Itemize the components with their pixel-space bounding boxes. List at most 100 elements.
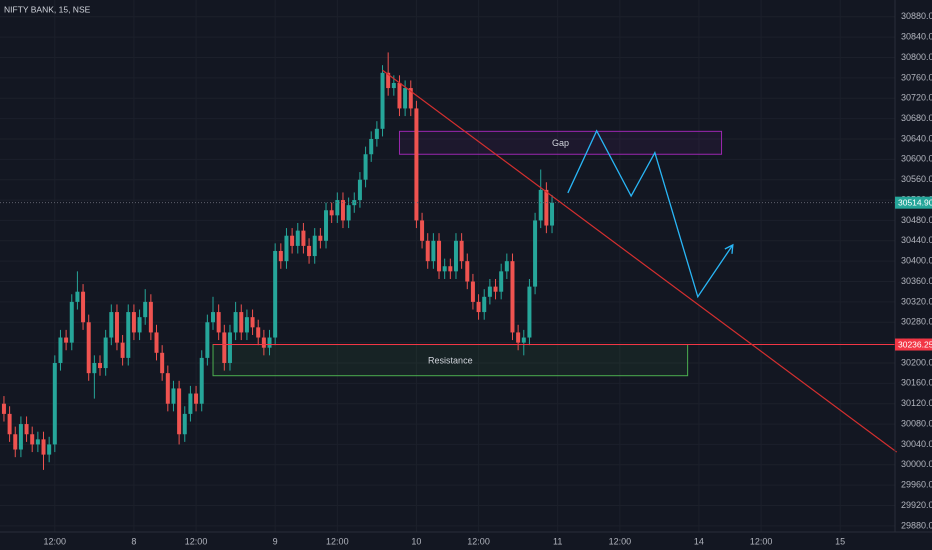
candle-body: [199, 357, 204, 404]
candle-body: [1, 403, 6, 414]
zone: [212, 344, 689, 377]
y-tick-label: 30080.00: [901, 418, 932, 428]
candle-body: [504, 261, 509, 272]
zone: [398, 130, 723, 155]
candle-body: [516, 332, 521, 343]
candle-body: [261, 337, 266, 348]
candle-body: [527, 286, 532, 338]
candle-body: [30, 434, 35, 445]
candle-body: [160, 352, 165, 374]
x-tick-label: 14: [694, 536, 704, 546]
candle-body: [431, 240, 436, 262]
candle-body: [154, 332, 159, 353]
candle-body: [256, 327, 261, 338]
candle-body: [64, 337, 69, 343]
candle-body: [182, 413, 187, 435]
candle-body: [52, 362, 57, 445]
candle-body: [278, 250, 283, 262]
candle-body: [482, 296, 487, 313]
x-tick-label: 12:00: [609, 536, 632, 546]
candle-body: [216, 312, 221, 333]
candle-body: [374, 128, 379, 139]
candle-body: [250, 317, 255, 328]
candle-body: [295, 230, 300, 246]
candle-body: [131, 312, 136, 333]
trendline: [382, 69, 898, 453]
candle-body: [476, 301, 481, 313]
candle-body: [273, 250, 278, 338]
candle-body: [267, 337, 272, 348]
candle-body: [437, 240, 442, 272]
y-tick-label: 30160.00: [901, 378, 932, 388]
candle-body: [357, 179, 362, 201]
y-tick-label: 29920.00: [901, 500, 932, 510]
candle-body: [470, 281, 475, 302]
candle-body: [171, 388, 176, 404]
y-tick-label: 30560.00: [901, 174, 932, 184]
candle-body: [487, 286, 492, 297]
y-tick-label: 29880.00: [901, 520, 932, 530]
price-tag: [895, 338, 932, 351]
candle-body: [120, 342, 125, 358]
candle-body: [499, 271, 504, 292]
zone-label: Gap: [552, 138, 569, 148]
candle-body: [13, 434, 18, 450]
candle-body: [35, 439, 40, 445]
candle-body: [92, 362, 97, 374]
candle-body: [544, 189, 549, 226]
y-tick-label: 30320.00: [901, 296, 932, 306]
candle-body: [109, 312, 114, 338]
candle-body: [290, 235, 295, 246]
y-tick-label: 30040.00: [901, 439, 932, 449]
candle-body: [284, 235, 289, 262]
axes: 29880.00 29920.00 29960.00 30000.00 30040.00…: [44, 11, 932, 546]
x-tick-label: 9: [273, 536, 278, 546]
candle-body: [239, 312, 244, 333]
y-tick-label: 30840.00: [901, 32, 932, 42]
x-tick-label: 12:00: [326, 536, 349, 546]
candle-body: [24, 424, 29, 435]
candle-body: [126, 312, 131, 358]
projection-arrowhead: [724, 243, 734, 254]
candle-body: [307, 245, 312, 257]
zone-label: Resistance: [428, 355, 473, 365]
y-tick-label: 30480.00: [901, 215, 932, 225]
candle-body: [222, 332, 227, 363]
candle-body: [403, 88, 408, 109]
x-tick-label: 12:00: [44, 536, 67, 546]
candle-body: [420, 220, 425, 241]
candle-body: [194, 393, 199, 404]
candle-body: [493, 286, 498, 292]
candle-body: [453, 240, 458, 272]
y-tick-label: 30200.00: [901, 357, 932, 367]
y-tick-label: 30600.00: [901, 154, 932, 164]
y-tick-label: 30120.00: [901, 398, 932, 408]
candle-body: [114, 312, 119, 343]
candle-body: [414, 108, 419, 221]
y-tick-label: 29960.00: [901, 480, 932, 490]
y-tick-label: 30760.00: [901, 72, 932, 82]
candle-body: [148, 301, 153, 333]
candle-body: [363, 154, 368, 180]
candle-body: [58, 337, 63, 363]
candle-body: [391, 82, 396, 89]
candle-body: [397, 82, 402, 109]
candle-body: [18, 424, 23, 450]
y-tick-label: 30880.00: [901, 11, 932, 21]
candle-body: [188, 393, 193, 414]
x-tick-label: 11: [553, 536, 562, 546]
candle-body: [448, 266, 453, 272]
candle-body: [346, 205, 351, 221]
candle-body: [408, 88, 413, 109]
candle-body: [41, 439, 46, 455]
candle-body: [137, 317, 142, 333]
candle-body: [75, 291, 80, 302]
candle-body: [521, 337, 526, 343]
y-tick-label: 30280.00: [901, 317, 932, 327]
y-tick-label: 30800.00: [901, 52, 932, 62]
x-tick-label: 12:00: [467, 536, 490, 546]
candle-body: [301, 230, 306, 246]
y-tick-label: 30720.00: [901, 93, 932, 103]
